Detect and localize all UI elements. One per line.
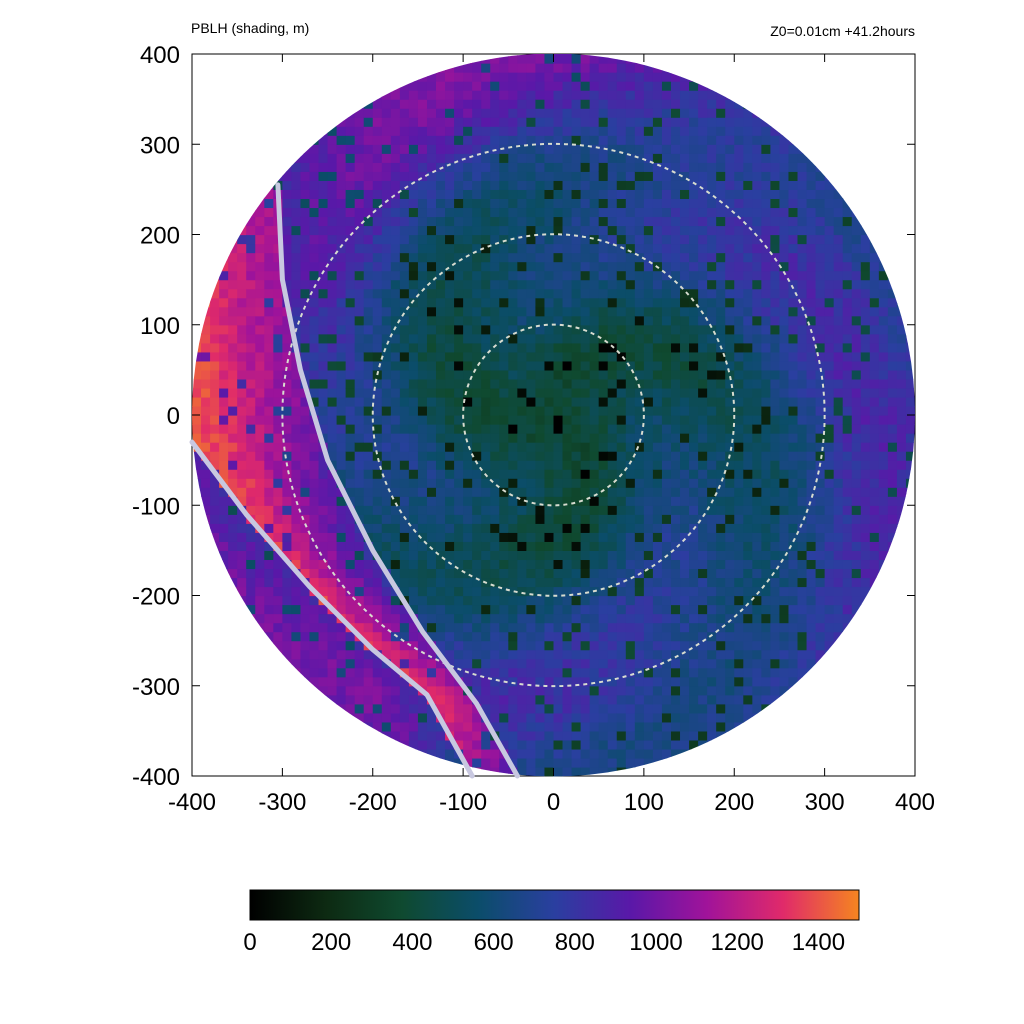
y-tick-label: 300 [140,132,180,159]
x-tick-label: 400 [895,789,935,816]
colorbar-tick-label: 400 [392,929,432,956]
x-tick-label: 100 [624,789,664,816]
y-tick-label: -400 [132,764,180,791]
colorbar-tick-label: 0 [243,929,256,956]
chart-subtitle: Z0=0.01cm +41.2hours [770,23,915,39]
frontal-line [189,439,475,779]
colorbar-tick-label: 1400 [792,929,845,956]
range-ring [281,142,826,688]
colorbar-tick-label: 800 [555,929,595,956]
range-ring [371,233,736,597]
y-tick-label: -200 [132,584,180,611]
y-tick-label: 400 [140,42,180,69]
range-ring [462,323,645,507]
colorbar-tick-label: 200 [311,929,351,956]
frontal-line [275,182,520,779]
y-tick-label: 0 [167,403,180,430]
y-tick-label: 200 [140,223,180,250]
frontal-lines [189,182,520,779]
colorbar-tick-label: 1000 [629,929,682,956]
colorbar-tick-label: 600 [474,929,514,956]
x-tick-label: -100 [439,789,487,816]
colorbar [249,889,860,921]
heatmap-field [192,54,915,777]
x-tick-label: 300 [805,789,845,816]
x-tick-labels: -400 -300 -200 -100 0 100 200 300 400 [168,789,935,816]
y-tick-label: -100 [132,493,180,520]
chart-title: PBLH (shading, m) [191,20,309,36]
axis-ticks [191,53,916,777]
x-tick-label: -400 [168,789,216,816]
y-tick-label: 100 [140,313,180,340]
colorbar-tick-label: 1200 [711,929,764,956]
x-tick-label: -200 [349,789,397,816]
x-tick-label: 0 [547,789,560,816]
colorbar-tick-labels: 0 200 400 600 800 1000 1200 1400 [243,929,845,956]
y-tick-labels: 400 300 200 100 0 -100 -200 -300 -400 [132,42,180,791]
y-tick-label: -300 [132,674,180,701]
x-tick-label: -300 [258,789,306,816]
x-tick-label: 200 [714,789,754,816]
range-rings [281,142,826,688]
